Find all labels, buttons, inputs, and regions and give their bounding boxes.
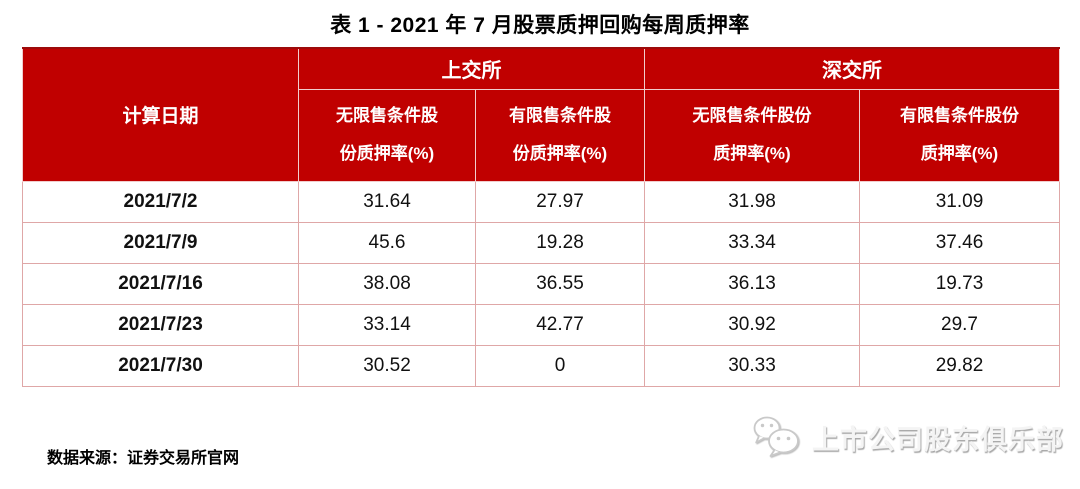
header-line: 质押率(%) [713,144,791,163]
value-cell: 33.34 [644,221,860,264]
column-group-szse: 深交所 [644,47,1060,90]
table-row: 2021/7/9 45.6 19.28 33.34 37.46 [22,221,1060,264]
header-line: 无限售条件股 [336,106,438,125]
header-line: 无限售条件股份 [692,106,812,125]
header-line: 份质押率(%) [512,144,608,163]
wechat-icon [750,414,802,460]
table-row: 2021/7/2 31.64 27.97 31.98 31.09 [22,180,1060,223]
value-cell: 36.55 [475,262,645,305]
value-cell: 30.52 [298,344,476,387]
value-cell: 19.73 [859,262,1060,305]
page-title: 表 1 - 2021 年 7 月股票质押回购每周质押率 [330,14,750,37]
value-cell: 29.82 [859,344,1060,387]
value-cell: 33.14 [298,303,476,346]
date-cell: 2021/7/16 [22,262,299,305]
watermark: 上市公司股东俱乐部 [750,414,1064,460]
header-sub-row: 无限售条件股 份质押率(%) 有限售条件股 份质押率(%) 无限售条件股份 质押… [23,88,1060,182]
table-row: 2021/7/30 30.52 0 30.33 29.82 [22,344,1060,387]
column-header-szse-unrestricted: 无限售条件股份 质押率(%) [644,88,860,182]
column-header-sse-restricted: 有限售条件股 份质押率(%) [475,88,645,182]
date-cell: 2021/7/30 [22,344,299,387]
value-cell: 31.98 [644,180,860,223]
data-source-note: 数据来源：证券交易所官网 [47,450,240,467]
date-cell: 2021/7/23 [22,303,299,346]
pledge-rate-table-container: 计算日期 上交所 深交所 无限售条件股 份质押率(%) 有限售条件股 份质押率(… [22,47,1060,387]
table-row: 2021/7/23 33.14 42.77 30.92 29.7 [22,303,1060,346]
value-cell: 36.13 [644,262,860,305]
header-group-row: 计算日期 上交所 深交所 [22,47,1060,182]
value-cell: 30.33 [644,344,860,387]
value-cell: 31.09 [859,180,1060,223]
column-header-sse-unrestricted: 无限售条件股 份质押率(%) [298,88,476,182]
date-cell: 2021/7/9 [22,221,299,264]
pledge-rate-table: 计算日期 上交所 深交所 无限售条件股 份质押率(%) 有限售条件股 份质押率(… [22,47,1060,387]
value-cell: 29.7 [859,303,1060,346]
value-cell: 37.46 [859,221,1060,264]
table-header: 计算日期 上交所 深交所 无限售条件股 份质押率(%) 有限售条件股 份质押率(… [22,47,1060,182]
header-line: 份质押率(%) [339,144,435,163]
value-cell: 0 [475,344,645,387]
value-cell: 30.92 [644,303,860,346]
value-cell: 42.77 [475,303,645,346]
table-body: 2021/7/2 31.64 27.97 31.98 31.09 2021/7/… [22,180,1060,387]
column-header-szse-restricted: 有限售条件股份 质押率(%) [859,88,1060,182]
table-row: 2021/7/16 38.08 36.55 36.13 19.73 [22,262,1060,305]
watermark-text: 上市公司股东俱乐部 [812,424,1064,455]
value-cell: 45.6 [298,221,476,264]
value-cell: 31.64 [298,180,476,223]
header-line: 有限售条件股 [509,106,611,125]
value-cell: 27.97 [475,180,645,223]
value-cell: 38.08 [298,262,476,305]
header-line: 有限售条件股份 [900,106,1019,125]
column-header-date: 计算日期 [22,47,299,182]
date-cell: 2021/7/2 [22,180,299,223]
header-line: 质押率(%) [920,144,999,163]
value-cell: 19.28 [475,221,645,264]
column-group-sse: 上交所 [298,47,645,90]
